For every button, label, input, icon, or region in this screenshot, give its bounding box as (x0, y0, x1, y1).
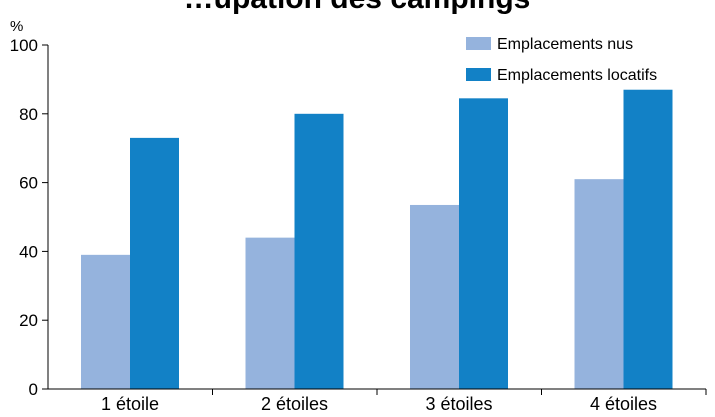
chart-title: …upation des campings (184, 0, 531, 15)
y-tick-label-80: 80 (19, 105, 38, 124)
y-tick-label-20: 20 (19, 311, 38, 330)
bar-emplacements-nus-1-etoile (81, 254, 130, 389)
x-tick-label-2-etoiles: 2 étoiles (261, 394, 328, 412)
y-tick-label-60: 60 (19, 174, 38, 193)
bar-emplacements-nus-4-etoiles (574, 179, 624, 389)
x-ticks-group: 1 étoile 2 étoiles 3 étoiles 4 étoiles (101, 389, 707, 414)
y-tick-label-40: 40 (19, 242, 38, 261)
x-tick-label-3-etoiles: 3 étoiles (425, 394, 492, 412)
legend-label-emplacements-nus: Emplacements nus (497, 36, 633, 53)
bar-emplacements-locatifs-4-etoiles (623, 89, 673, 389)
legend: Emplacements nus Emplacements locatifs (466, 36, 657, 84)
bar-emplacements-locatifs-1-etoile (130, 137, 179, 389)
x-tick-label-4-etoiles: 4 étoiles (590, 394, 657, 412)
x-tick-label-1-etoile: 1 étoile (101, 394, 159, 412)
legend-swatch-emplacements-nus (466, 37, 491, 50)
y-ticks-group: 0 20 40 60 80 100 (10, 36, 48, 399)
bars-group (81, 89, 673, 390)
bar-emplacements-locatifs-2-etoiles (294, 113, 344, 390)
bar-emplacements-nus-3-etoiles (410, 204, 459, 389)
legend-label-emplacements-locatifs: Emplacements locatifs (497, 67, 657, 84)
legend-swatch-emplacements-locatifs (466, 68, 491, 81)
bar-emplacements-locatifs-3-etoiles (459, 98, 508, 389)
bar-emplacements-nus-2-etoiles (245, 237, 295, 389)
y-tick-label-100: 100 (10, 36, 38, 55)
y-tick-label-0: 0 (29, 380, 38, 399)
y-axis-unit-label: % (10, 18, 23, 35)
